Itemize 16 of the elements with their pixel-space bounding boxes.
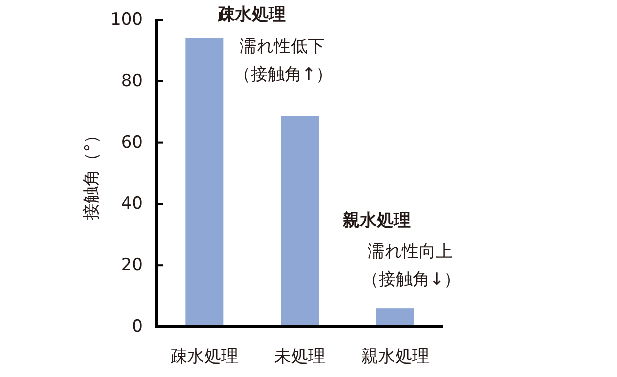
y-tick-label: 60	[121, 132, 143, 153]
annotation: （接触角↓）	[362, 270, 462, 290]
x-tick-label: 未処理	[274, 347, 326, 367]
annotation: 濡れ性低下	[240, 37, 325, 57]
annotation: 親水処理	[342, 211, 411, 231]
y-tick-label: 40	[121, 194, 143, 214]
y-tick-label: 100	[110, 10, 143, 30]
x-tick-label: 疎水処理	[170, 347, 239, 367]
y-tick-label: 80	[121, 71, 143, 92]
y-axis-title: 接触角（°）	[82, 126, 102, 220]
annotation: 疎水処理	[217, 5, 286, 25]
y-tick-label: 0	[132, 317, 143, 337]
annotation: 濡れ性向上	[368, 242, 453, 262]
annotation: （接触角↑）	[234, 65, 334, 85]
x-tick-label: 親水処理	[361, 347, 430, 367]
y-tick-label: 20	[121, 256, 143, 276]
